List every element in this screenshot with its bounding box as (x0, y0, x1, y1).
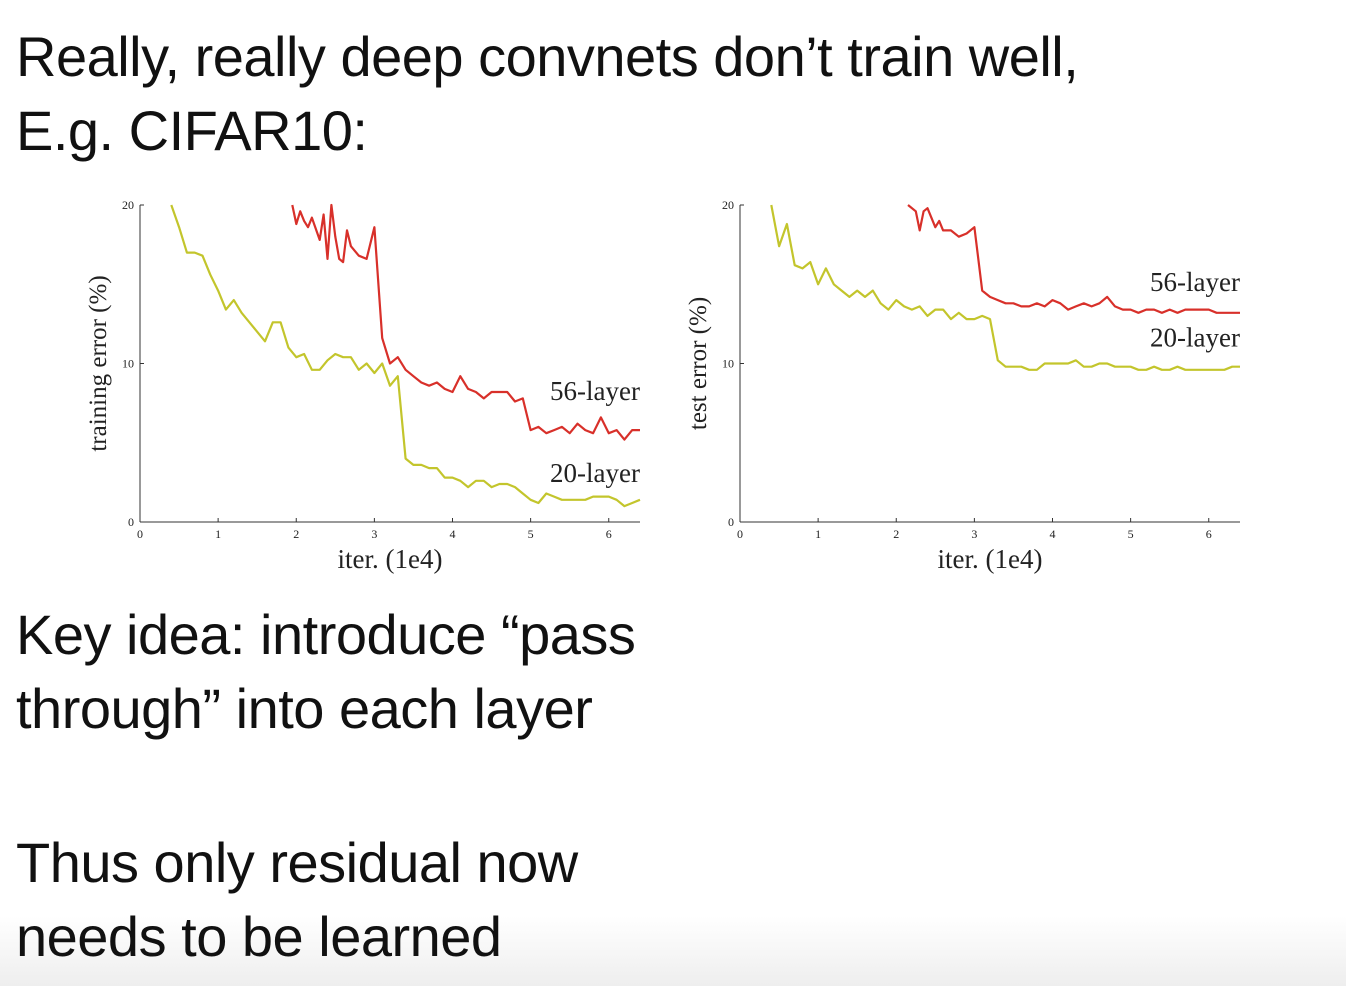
y-tick-label: 20 (722, 198, 734, 212)
x-axis-label: iter. (1e4) (338, 544, 443, 574)
x-tick-label: 5 (1128, 527, 1134, 541)
y-tick-label: 10 (122, 357, 134, 371)
x-tick-label: 4 (1050, 527, 1056, 541)
y-tick-label: 0 (128, 515, 134, 529)
x-tick-label: 6 (1206, 527, 1212, 541)
residual-text: Thus only residual now needs to be learn… (16, 826, 916, 974)
y-axis-label: test error (%) (685, 297, 712, 430)
series-label-56-layer: 56-layer (550, 376, 640, 406)
series-label-56-layer: 56-layer (1150, 267, 1240, 297)
series-label-20-layer: 20-layer (1150, 323, 1240, 353)
title-line-1: Really, really deep convnets don’t train… (16, 25, 1079, 88)
y-tick-label: 0 (728, 515, 734, 529)
y-axis-label: training error (%) (85, 275, 112, 451)
x-tick-label: 5 (528, 527, 534, 541)
series-line-56-layer (907, 204, 1240, 314)
residual-line-2: needs to be learned (16, 905, 502, 968)
series-line-56-layer (291, 203, 640, 441)
y-tick-label: 20 (122, 198, 134, 212)
x-tick-label: 3 (371, 527, 377, 541)
x-tick-label: 6 (606, 527, 612, 541)
series-line-20-layer (170, 204, 641, 508)
residual-line-1: Thus only residual now (16, 831, 578, 894)
y-tick-label: 10 (722, 357, 734, 371)
x-tick-label: 2 (293, 527, 299, 541)
x-tick-label: 1 (815, 527, 821, 541)
key-idea-line-1: Key idea: introduce “pass (16, 603, 636, 666)
x-tick-label: 1 (215, 527, 221, 541)
series-label-20-layer: 20-layer (550, 458, 640, 488)
series-line-20-layer (770, 204, 1240, 371)
key-idea-text: Key idea: introduce “pass through” into … (16, 598, 916, 746)
x-tick-label: 3 (971, 527, 977, 541)
test-error-chart: 0 1 2 3 4 5 6 0 10 20 iter. (1e4) test error (%) 56-… (685, 198, 1240, 574)
key-idea-line-2: through” into each layer (16, 677, 593, 740)
x-axis-label: iter. (1e4) (938, 544, 1043, 574)
x-tick-label: 0 (737, 527, 743, 541)
slide-title: Really, really deep convnets don’t train… (16, 20, 1336, 168)
training-error-chart: 0 1 2 3 4 5 6 0 10 20 iter. (1e4) training error (%… (85, 198, 641, 574)
bottom-shade (0, 916, 1346, 986)
x-tick-label: 2 (893, 527, 899, 541)
x-tick-label: 0 (137, 527, 143, 541)
title-line-2: E.g. CIFAR10: (16, 99, 368, 162)
x-tick-label: 4 (450, 527, 456, 541)
